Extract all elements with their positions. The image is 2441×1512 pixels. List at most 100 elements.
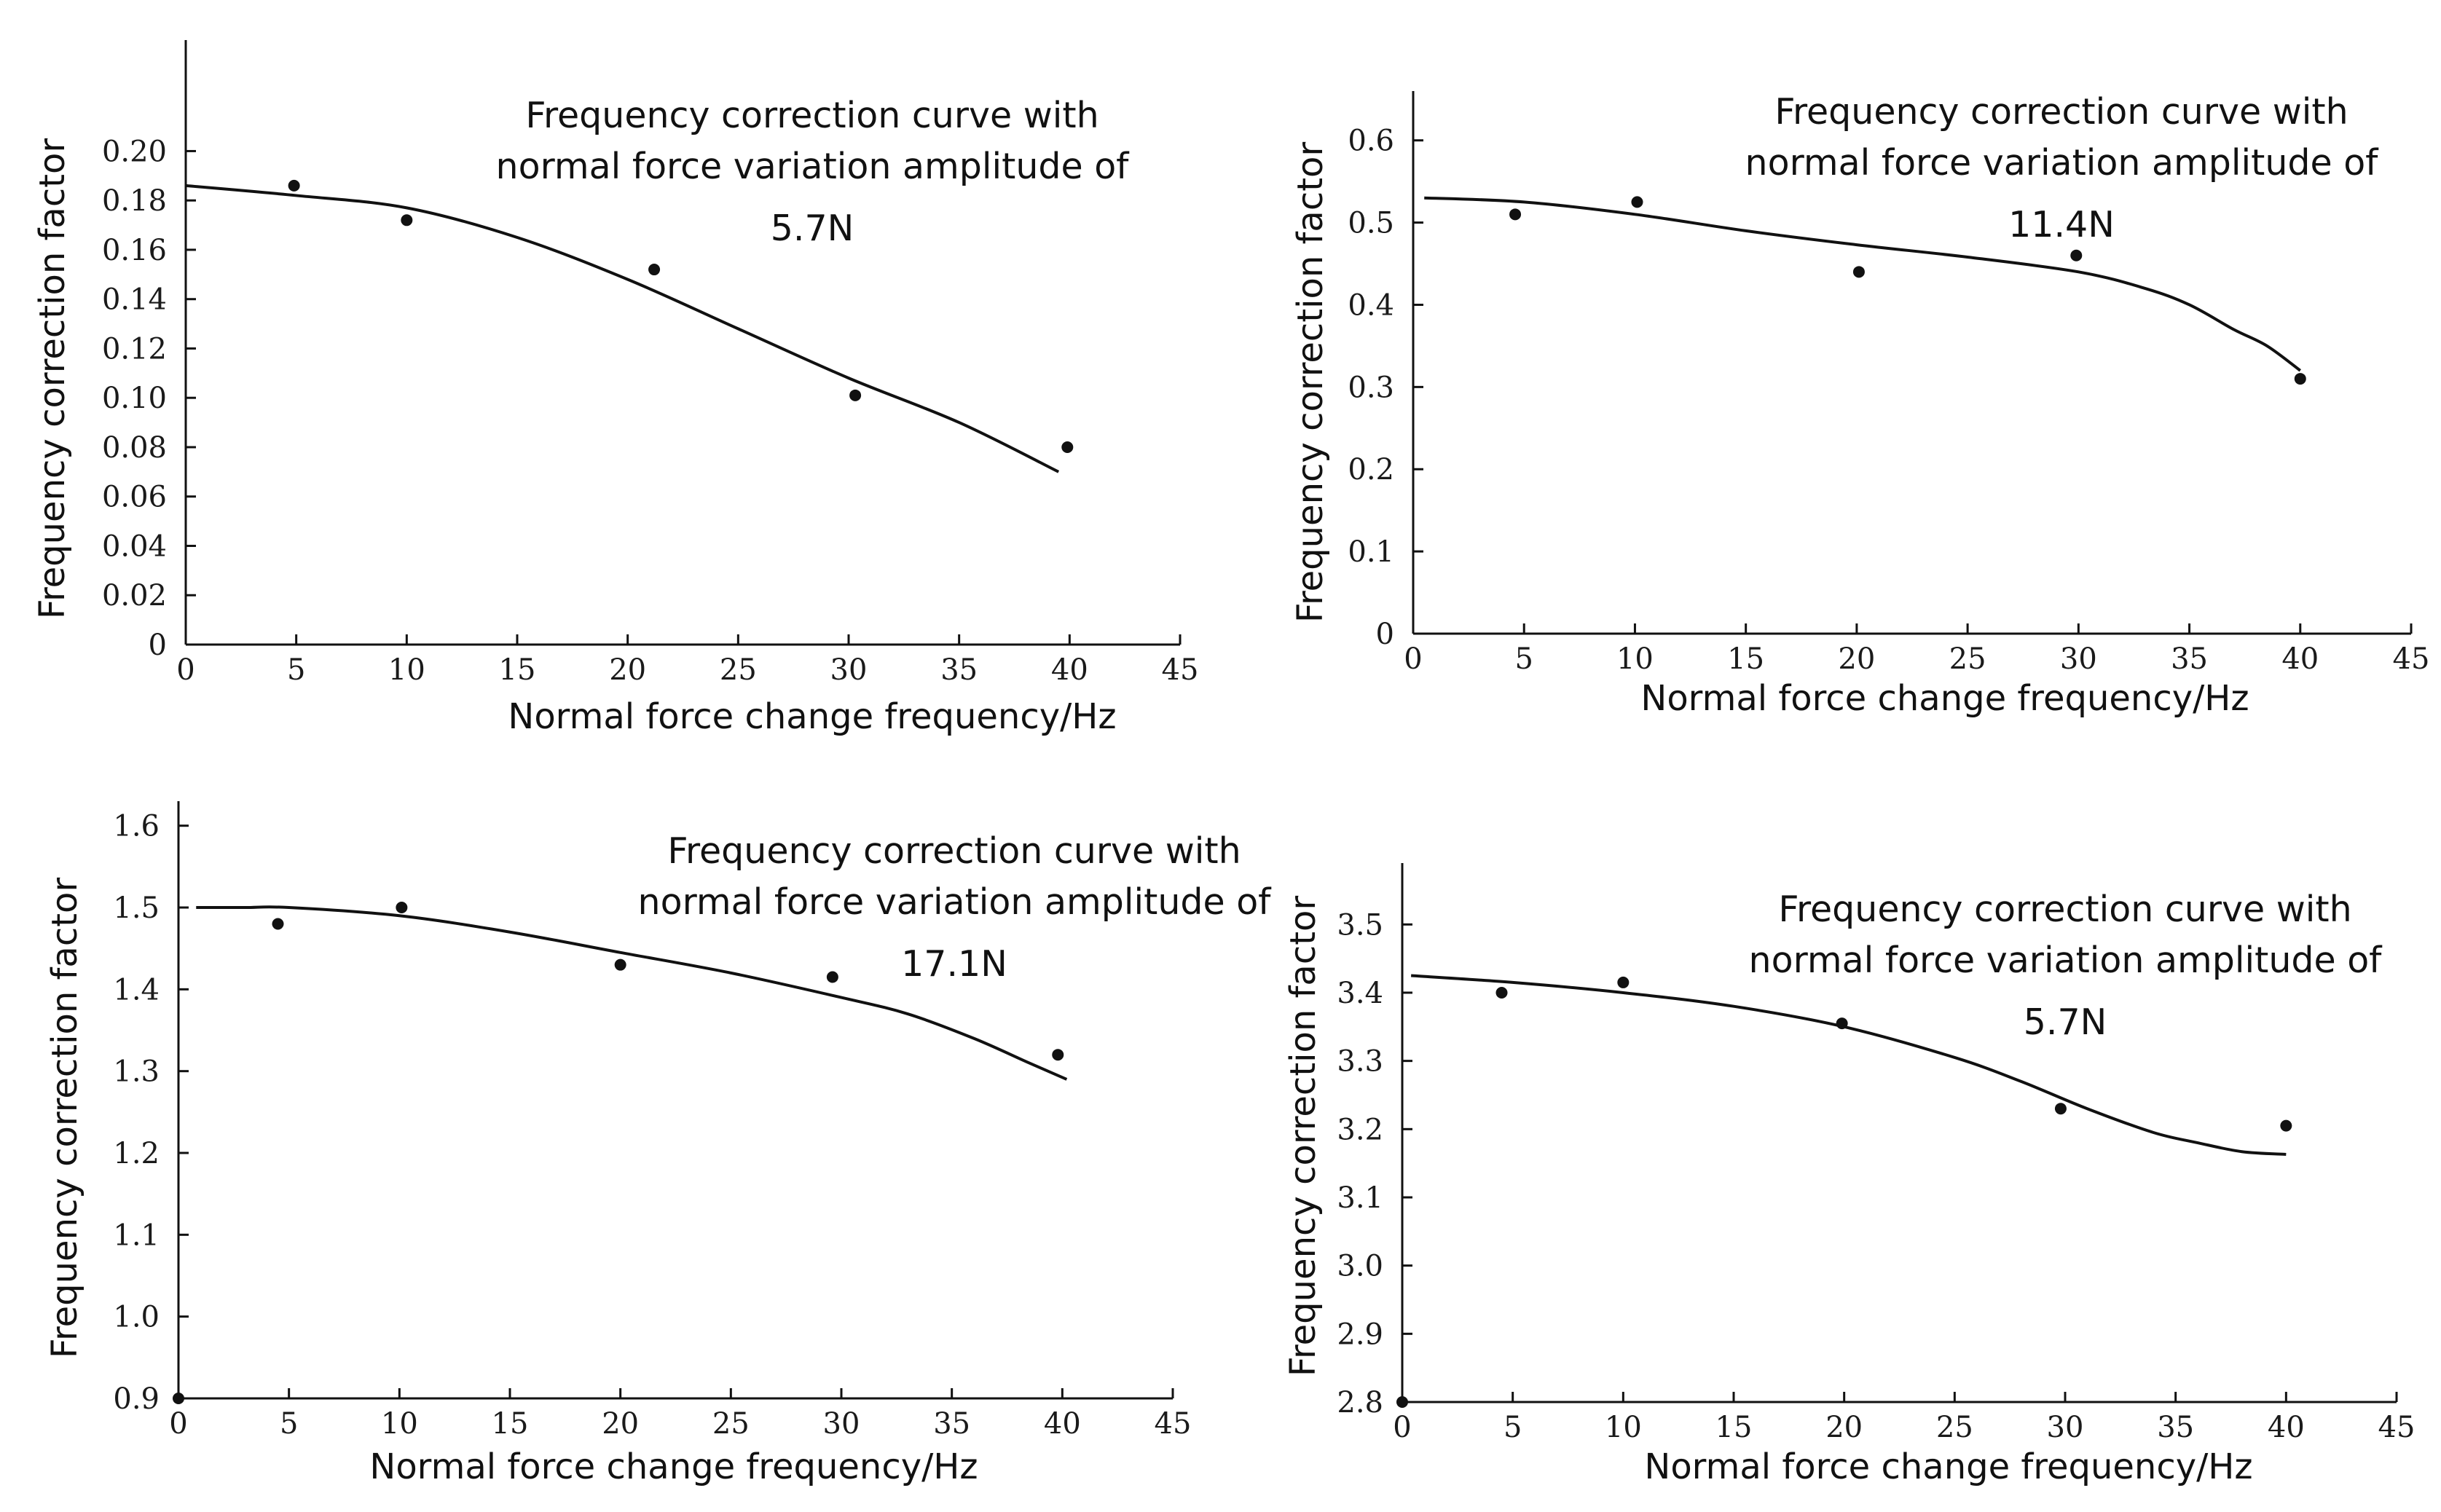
y-tick-label: 0.14 [102, 283, 167, 317]
y-tick-label: 0.3 [1348, 371, 1394, 404]
chart-top-left: 0 5 10 15 20 25 30 35 40 45 0 0.02 0.04 0.06 0.08 0.10 0… [32, 40, 1198, 737]
x-tick-label: 10 [1605, 1411, 1642, 1444]
x-tick-label: 30 [830, 653, 868, 687]
data-point [2280, 1119, 2292, 1132]
y-tick-label: 0.6 [1348, 125, 1394, 158]
data-point [272, 918, 284, 930]
annotation-line: 5.7N [2024, 1001, 2107, 1043]
data-point [2070, 249, 2083, 261]
x-tick-label: 40 [1051, 653, 1088, 687]
x-tick-label: 35 [2157, 1411, 2194, 1444]
x-tick-label: 30 [823, 1407, 860, 1441]
y-tick-label: 3.5 [1337, 908, 1383, 942]
x-tick-label: 15 [499, 653, 536, 687]
y-tick-label: 1.5 [113, 891, 160, 925]
fit-curve [1424, 196, 2301, 372]
data-point [1617, 976, 1630, 988]
data-point [1631, 196, 1643, 208]
y-tick-label: 0.5 [1348, 207, 1394, 240]
data-point [648, 264, 661, 276]
x-tick-label: 25 [712, 1407, 750, 1441]
x-tick-label: 0 [176, 653, 194, 687]
x-tick-label: 35 [933, 1407, 970, 1441]
x-tick-label: 0 [169, 1407, 187, 1441]
x-tick-label: 25 [720, 653, 757, 687]
data-point [1052, 1049, 1064, 1061]
y-tick-label: 0.16 [102, 234, 167, 267]
y-tick-label: 0.08 [102, 431, 167, 465]
x-tick-label: 15 [492, 1407, 529, 1441]
annotation-line: Frequency correction curve with [525, 95, 1098, 136]
annotation-line: 5.7N [771, 208, 854, 249]
x-axis-title: Normal force change frequency/Hz [369, 1446, 978, 1487]
x-tick-label: 20 [1838, 642, 1875, 676]
data-point [1852, 266, 1865, 278]
annotation-line: normal force variation amplitude of [1745, 142, 2380, 184]
x-tick-label: 20 [602, 1407, 639, 1441]
x-tick-label: 40 [2281, 642, 2319, 676]
x-tick-label: 25 [1949, 642, 1986, 676]
data-point [2294, 373, 2306, 385]
x-tick-label: 15 [1715, 1411, 1753, 1444]
y-tick-label: 0.02 [102, 579, 167, 613]
data-point [396, 902, 408, 914]
x-axis-title: Normal force change frequency/Hz [1640, 678, 2249, 719]
y-tick-label: 1.4 [113, 973, 160, 1007]
x-tick-label: 15 [1727, 642, 1764, 676]
y-tick-label: 0.9 [113, 1382, 160, 1416]
y-tick-label: 0.20 [102, 135, 167, 168]
x-tick-label: 5 [287, 653, 305, 687]
annotation-line: normal force variation amplitude of [496, 146, 1131, 187]
annotation-line: normal force variation amplitude of [1749, 940, 2383, 981]
x-tick-label: 30 [2047, 1411, 2084, 1444]
x-axis-title: Normal force change frequency/Hz [1644, 1446, 2252, 1487]
y-axis-title: Frequency correction factor [1283, 896, 1324, 1377]
annotation-line: Frequency correction curve with [1778, 889, 2351, 930]
fit-curve [185, 184, 1060, 473]
y-tick-label: 0.12 [102, 332, 167, 366]
fit-curve [196, 905, 1068, 1081]
y-tick-label: 2.9 [1337, 1318, 1383, 1351]
x-tick-label: 10 [388, 653, 425, 687]
annotation-line: Frequency correction curve with [1774, 91, 2348, 133]
annotation-line: 17.1N [901, 943, 1007, 985]
y-tick-label: 1.1 [113, 1218, 160, 1252]
y-tick-label: 3.3 [1337, 1045, 1383, 1079]
y-tick-label: 0.06 [102, 481, 167, 514]
data-point [614, 958, 626, 971]
x-tick-label: 20 [1825, 1411, 1863, 1444]
x-tick-label: 35 [940, 653, 978, 687]
y-tick-label: 0.10 [102, 382, 167, 415]
data-point [1495, 986, 1508, 999]
y-tick-label: 0.4 [1348, 288, 1394, 322]
x-tick-label: 5 [280, 1407, 298, 1441]
y-tick-label: 0.04 [102, 529, 167, 563]
y-axis-title: Frequency correction factor [44, 878, 85, 1359]
x-tick-label: 40 [2268, 1411, 2305, 1444]
y-tick-label: 0 [1376, 618, 1394, 651]
x-tick-label: 25 [1936, 1411, 1973, 1444]
x-tick-label: 45 [1155, 1407, 1192, 1441]
annotation-line: normal force variation amplitude of [638, 881, 1273, 923]
x-axis-title: Normal force change frequency/Hz [508, 696, 1116, 737]
x-tick-label: 40 [1044, 1407, 1081, 1441]
data-point [1836, 1017, 1848, 1030]
y-tick-label: 2.8 [1337, 1386, 1383, 1420]
data-point [826, 971, 838, 983]
x-tick-label: 5 [1503, 1411, 1522, 1444]
data-point [288, 179, 300, 192]
y-tick-label: 1.2 [113, 1137, 160, 1170]
data-point [401, 214, 413, 227]
x-tick-label: 35 [2171, 642, 2208, 676]
chart-bottom-left: 0 5 10 15 20 25 30 35 40 45 0.9 1.0 1.1 1.2 1.3 1.4 1.5 1… [44, 801, 1272, 1487]
y-tick-label: 3.1 [1337, 1181, 1383, 1215]
annotation-line: 11.4N [2008, 204, 2115, 245]
x-tick-label: 10 [381, 1407, 418, 1441]
fit-curve [1410, 974, 2287, 1156]
y-tick-label: 0.2 [1348, 453, 1394, 487]
y-tick-label: 0 [149, 629, 167, 662]
data-point [1061, 441, 1074, 453]
chart-bottom-right: 0 5 10 15 20 25 30 35 40 45 2.8 2.9 3.0 3.1 3.2 3.3 3.4 3… [1283, 863, 2415, 1487]
data-point [2054, 1103, 2067, 1115]
